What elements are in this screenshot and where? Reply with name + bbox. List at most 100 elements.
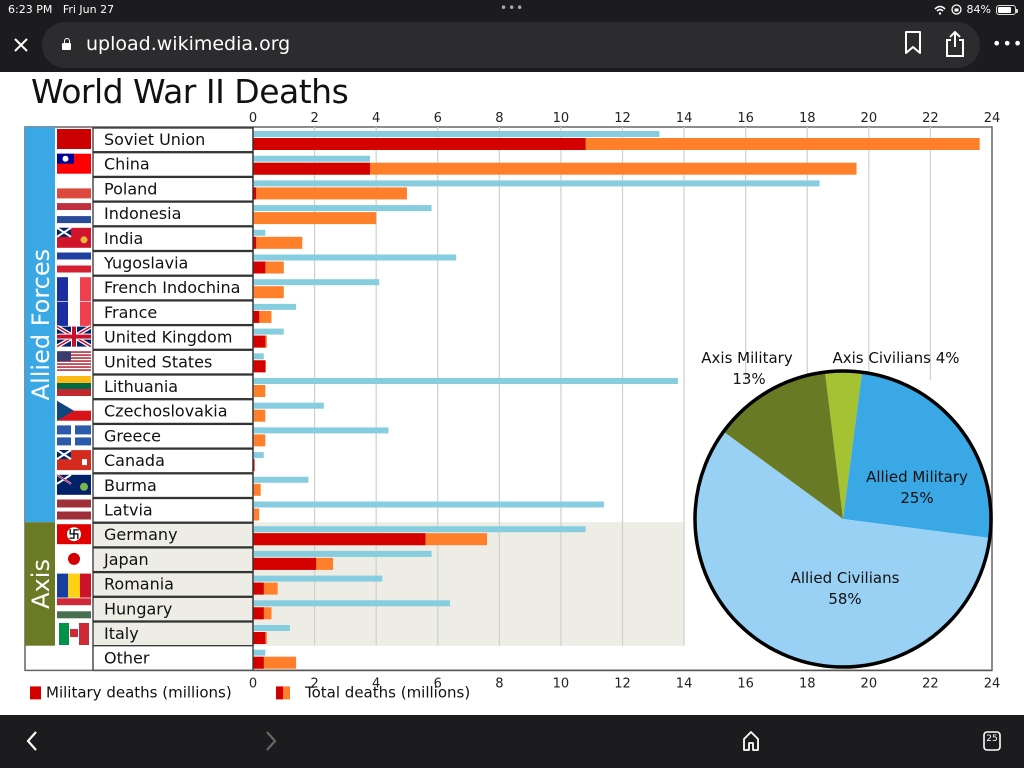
bookmark-button[interactable] (902, 30, 928, 58)
flag-france-icon (57, 301, 91, 326)
flag-soviet-icon (57, 129, 91, 149)
bar-military-deaths (253, 310, 260, 323)
chevron-right-icon (266, 731, 277, 751)
x-tick-label-bottom: 2 (310, 676, 318, 691)
flag-stripe (57, 376, 91, 383)
legend-swatch-total-b (283, 686, 290, 700)
bar-population-pct (253, 378, 678, 384)
country-label: China (104, 155, 150, 174)
pie-slice-axis-civilians (824, 371, 863, 519)
home-icon (743, 731, 759, 751)
flag-stripe (57, 252, 91, 260)
close-icon (14, 38, 28, 52)
back-button[interactable] (24, 729, 40, 757)
bar-population-pct (253, 402, 324, 409)
bar-population-pct (253, 353, 264, 360)
x-tick-label-top: 2 (310, 111, 318, 126)
flag-stripe (57, 389, 91, 396)
flag-stripe (57, 354, 91, 356)
flag-stripe (57, 277, 68, 302)
bar-row: United Kingdom (92, 324, 284, 350)
bar-military-deaths (253, 557, 317, 570)
flag-stripe (57, 301, 68, 326)
status-bar: 6:23 PM Fri Jun 27 ••• 84% (0, 0, 1024, 20)
legend-swatch-total-a (276, 686, 283, 700)
x-tick-label-bottom: 12 (614, 676, 631, 691)
legend-label-total: Total deaths (millions) (304, 683, 470, 701)
bar-population-pct (253, 625, 290, 631)
x-tick-label-bottom: 4 (372, 676, 380, 691)
pie-label-allied-civilians: Allied Civilians (791, 569, 900, 587)
country-label: Greece (104, 426, 161, 445)
legend-swatch-military (30, 686, 41, 700)
x-tick-label-bottom: 16 (737, 676, 754, 691)
chart-image: World War II Deaths 0 0 2 2 4 4 6 6 8 8 10 10 12 12 14… (0, 72, 1024, 715)
flag-us-icon (57, 351, 91, 371)
country-label: Canada (104, 451, 165, 470)
browser-toolbar: upload.wikimedia.org ••• (0, 20, 1024, 72)
flag-stripe (57, 363, 91, 365)
bar-row: Other (92, 645, 297, 671)
chart-svg: 0022446688101012121414161618182020222224… (24, 111, 1001, 701)
country-label: India (104, 229, 143, 248)
bar-population-pct (253, 155, 371, 162)
flag-germany-icon: 卐 (57, 524, 91, 545)
bar-row: Indonesia (92, 201, 432, 227)
flag-czechoslovakia-icon (57, 400, 91, 421)
bar-total-deaths (253, 385, 266, 397)
close-button[interactable] (10, 33, 32, 57)
wifi-icon (933, 5, 946, 15)
status-right: 84% (933, 3, 1018, 16)
country-label: France (104, 303, 157, 322)
bar-population-pct (253, 205, 432, 212)
flag-stripe (57, 178, 91, 189)
x-tick-label-top: 24 (984, 111, 1001, 126)
flag-stripe (75, 425, 91, 435)
x-tick-label-top: 10 (553, 111, 570, 126)
country-label: Germany (104, 525, 178, 544)
battery-icon (996, 4, 1018, 15)
x-tick-label-top: 16 (737, 111, 754, 126)
flag-stripe (57, 425, 71, 435)
x-tick-label-bottom: 10 (553, 676, 570, 691)
bar-population-pct (253, 501, 605, 508)
x-tick-label-top: 4 (372, 111, 380, 126)
flag-emblem (67, 527, 81, 542)
address-bar[interactable]: upload.wikimedia.org (42, 22, 980, 68)
share-button[interactable] (943, 30, 969, 58)
flag-emblem (80, 482, 88, 491)
flag-stripe (57, 210, 91, 217)
bar-population-pct (253, 600, 451, 607)
country-label: Latvia (104, 501, 153, 520)
tabs-button[interactable]: 25 (982, 730, 1002, 756)
forward-button[interactable] (263, 729, 279, 757)
bar-total-deaths (253, 162, 857, 175)
bar-row: Italy (92, 621, 290, 647)
more-options-button[interactable]: ••• (992, 34, 1023, 53)
x-tick-label-top: 0 (249, 111, 257, 126)
bar-total-deaths (253, 409, 266, 422)
url-text[interactable]: upload.wikimedia.org (86, 33, 291, 55)
flag-burma-icon (56, 473, 91, 495)
bar-total-deaths (253, 236, 303, 249)
flag-stripe (59, 623, 69, 645)
flag-romania-icon (57, 573, 91, 598)
multitask-dots-icon[interactable]: ••• (500, 1, 525, 15)
x-tick-label-top: 12 (614, 111, 631, 126)
bar-row: Czechoslovakia (92, 399, 324, 425)
country-label: Other (104, 649, 150, 668)
bar-population-pct (253, 303, 297, 310)
home-button[interactable] (741, 729, 761, 757)
bar-population-pct (253, 254, 457, 261)
flag-stripe (80, 573, 91, 598)
x-tick-label-bottom: 8 (495, 676, 503, 691)
group-band (25, 127, 55, 523)
bar-row: Soviet Union (92, 127, 980, 153)
pie-label-allied-military: Allied Military (866, 468, 968, 486)
country-label: Soviet Union (104, 130, 205, 149)
flag-stripe (57, 573, 68, 598)
flag-stripe (57, 437, 71, 446)
x-tick-label-top: 14 (676, 111, 693, 126)
bar-population-pct (253, 649, 266, 656)
bar-population-pct (253, 550, 432, 557)
